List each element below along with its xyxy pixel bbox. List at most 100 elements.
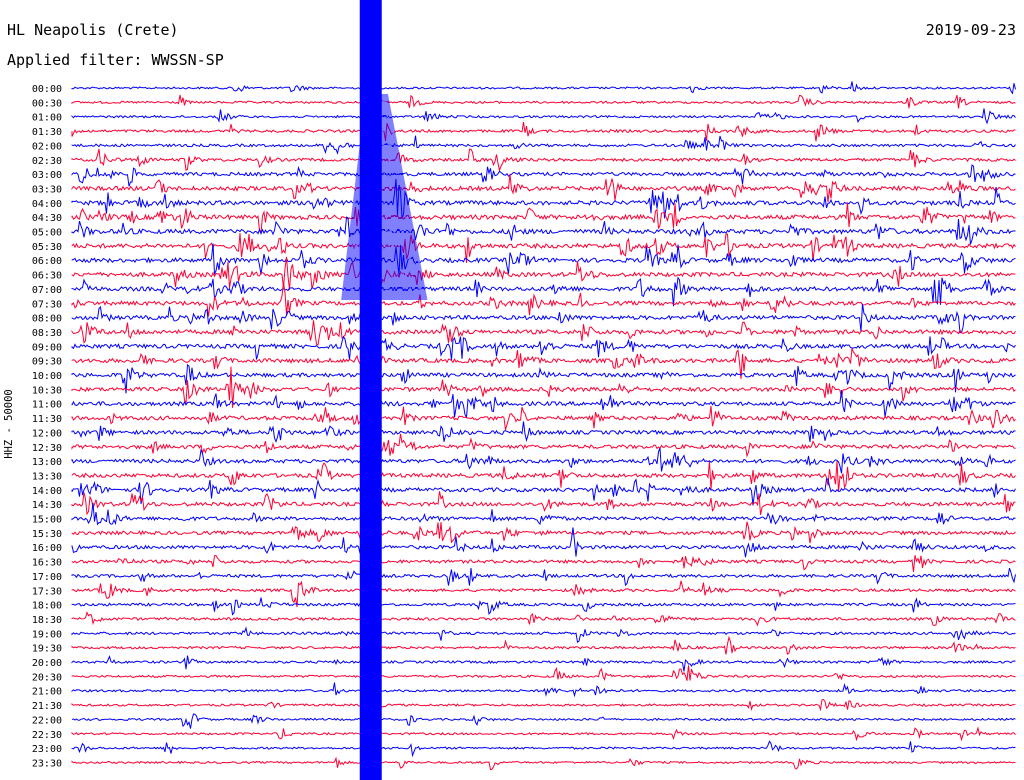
seismic-trace-0700 <box>71 276 1016 307</box>
time-tick-label: 14:30 <box>32 500 62 511</box>
seismic-trace-1300 <box>71 447 1016 474</box>
seismic-trace-1100 <box>71 389 1016 419</box>
seismic-trace-0900 <box>71 335 1016 361</box>
time-tick-label: 10:30 <box>32 385 62 396</box>
seismic-trace-0630 <box>71 256 1016 290</box>
time-tick-label: 16:00 <box>32 543 62 554</box>
seismic-trace-1530 <box>71 521 1016 544</box>
seismic-trace-2330 <box>71 756 1016 771</box>
time-tick-label: 04:30 <box>32 213 62 224</box>
seismic-trace-0400 <box>71 179 1016 220</box>
time-tick-label: 09:30 <box>32 357 62 368</box>
time-tick-label: 21:30 <box>32 701 62 712</box>
time-tick-label: 02:30 <box>32 156 62 167</box>
seismic-trace-0200 <box>71 135 1016 155</box>
seismic-trace-1430 <box>71 491 1016 516</box>
time-tick-label: 06:00 <box>32 256 62 267</box>
time-tick-label: 05:30 <box>32 242 62 253</box>
seismic-trace-0130 <box>71 121 1016 142</box>
time-tick-label: 19:30 <box>32 644 62 655</box>
time-tick-label: 11:30 <box>32 414 62 425</box>
seismic-trace-2200 <box>71 713 1016 729</box>
time-tick-label: 23:00 <box>32 744 62 755</box>
time-tick-label: 07:30 <box>32 299 62 310</box>
time-tick-label: 11:00 <box>32 400 62 411</box>
time-tick-label: 13:00 <box>32 457 62 468</box>
seismic-trace-2130 <box>71 696 1016 712</box>
seismic-trace-1700 <box>71 567 1016 587</box>
seismic-trace-1600 <box>71 527 1016 558</box>
seismic-trace-0230 <box>71 148 1016 173</box>
seismic-trace-1830 <box>71 611 1016 627</box>
time-tick-label: 07:00 <box>32 285 62 296</box>
time-tick-label: 10:00 <box>32 371 62 382</box>
seismic-trace-0000 <box>71 81 1016 95</box>
seismic-trace-1000 <box>71 363 1016 394</box>
filter-label: Applied filter: WWSSN-SP <box>7 51 224 69</box>
seismic-trace-0030 <box>71 94 1016 109</box>
seismic-trace-1800 <box>71 597 1016 616</box>
time-tick-label: 19:00 <box>32 629 62 640</box>
seismic-trace-1930 <box>71 635 1016 655</box>
time-tick-label: 00:00 <box>32 84 62 95</box>
seismic-trace-0600 <box>71 243 1016 276</box>
time-tick-label: 02:00 <box>32 141 62 152</box>
time-tick-label: 20:00 <box>32 658 62 669</box>
time-tick-label: 05:00 <box>32 228 62 239</box>
seismic-trace-1400 <box>71 478 1016 506</box>
seismic-trace-0930 <box>71 348 1016 379</box>
seismic-trace-2300 <box>71 740 1016 758</box>
seismic-trace-0300 <box>71 164 1016 187</box>
time-tick-label: 18:00 <box>32 601 62 612</box>
seismic-trace-2100 <box>71 682 1016 698</box>
record-date: 2019-09-23 <box>925 21 1016 39</box>
seismic-trace-1130 <box>71 405 1016 431</box>
time-tick-label: 16:30 <box>32 558 62 569</box>
seismic-trace-2230 <box>71 726 1016 742</box>
seismic-trace-1030 <box>71 366 1016 408</box>
time-tick-label: 01:00 <box>32 113 62 124</box>
seismic-trace-1730 <box>71 580 1016 608</box>
time-tick-label: 12:30 <box>32 443 62 454</box>
seismic-trace-1230 <box>71 428 1016 459</box>
time-tick-label: 09:00 <box>32 342 62 353</box>
seismic-trace-1630 <box>71 553 1016 574</box>
time-tick-label: 04:00 <box>32 199 62 210</box>
time-tick-label: 08:30 <box>32 328 62 339</box>
seismic-trace-0500 <box>71 216 1016 245</box>
time-tick-label: 01:30 <box>32 127 62 138</box>
time-tick-label: 17:30 <box>32 586 62 597</box>
seismic-trace-0330 <box>71 173 1016 203</box>
time-tick-label: 08:00 <box>32 314 62 325</box>
time-tick-label: 03:00 <box>32 170 62 181</box>
time-tick-label: 00:30 <box>32 98 62 109</box>
time-tick-label: 22:00 <box>32 715 62 726</box>
seismic-trace-0100 <box>71 108 1016 125</box>
time-tick-label: 17:00 <box>32 572 62 583</box>
seismic-trace-0730 <box>71 282 1016 317</box>
station-title: HL Neapolis (Crete) <box>7 21 179 39</box>
time-tick-label: 18:30 <box>32 615 62 626</box>
time-tick-label: 23:30 <box>32 758 62 769</box>
time-tick-label: 12:00 <box>32 428 62 439</box>
time-tick-label: 15:00 <box>32 515 62 526</box>
seismic-trace-0830 <box>71 320 1016 346</box>
seismic-trace-1500 <box>71 502 1016 526</box>
seismic-trace-2000 <box>71 655 1016 672</box>
time-tick-label: 14:00 <box>32 486 62 497</box>
time-tick-label: 15:30 <box>32 529 62 540</box>
time-tick-label: 22:30 <box>32 730 62 741</box>
seismic-trace-0430 <box>71 202 1016 235</box>
main-event-coda <box>341 94 428 300</box>
seismic-trace-1330 <box>71 460 1016 492</box>
seismic-trace-2030 <box>71 665 1016 682</box>
time-tick-label: 06:30 <box>32 271 62 282</box>
time-tick-label: 13:30 <box>32 471 62 482</box>
time-tick-label: 03:30 <box>32 184 62 195</box>
seismic-trace-0800 <box>71 303 1016 334</box>
seismic-trace-1200 <box>71 421 1016 444</box>
time-tick-label: 21:00 <box>32 687 62 698</box>
time-tick-label: 20:30 <box>32 672 62 683</box>
